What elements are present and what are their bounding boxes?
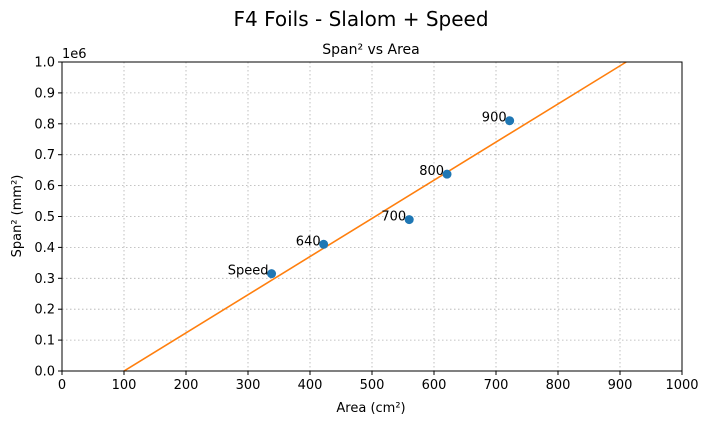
y-tick-label: 0.7	[34, 148, 55, 163]
data-points-layer	[267, 116, 515, 279]
x-tick-label: 700	[484, 378, 509, 393]
grid	[61, 61, 683, 372]
x-tick-label: 400	[298, 378, 323, 393]
x-tick-label: 800	[546, 378, 571, 393]
y-tick-label: 1.0	[34, 56, 55, 71]
x-axis-label: Area (cm²)	[336, 401, 405, 416]
y-tick-label: 0.2	[34, 303, 55, 318]
y-tick-label: 0.6	[34, 179, 55, 194]
point-label: 800	[419, 164, 444, 179]
y-offset-text: 1e6	[62, 47, 87, 62]
trend-line-layer	[123, 61, 627, 372]
x-tick-label: 200	[174, 378, 199, 393]
trend-line	[123, 61, 627, 372]
y-tick-label: 0.5	[34, 210, 55, 225]
y-tick-label: 0.0	[34, 365, 55, 380]
point-label: 900	[482, 111, 507, 126]
y-axis-ticks: 0.0 0.1 0.2 0.3 0.4 0.5 0.6 0.7 0.8 0.9 1.0	[34, 56, 62, 380]
x-tick-label: 0	[58, 378, 66, 393]
x-tick-label: 900	[608, 378, 633, 393]
point-label: Speed	[228, 264, 269, 279]
point-labels-layer: Speed 640 700 800 900	[228, 111, 507, 279]
data-point	[319, 239, 329, 249]
data-point	[505, 116, 515, 126]
y-tick-label: 0.1	[34, 334, 55, 349]
point-label: 640	[296, 234, 321, 249]
x-tick-label: 500	[360, 378, 385, 393]
x-tick-label: 100	[112, 378, 137, 393]
point-label: 700	[381, 210, 406, 225]
y-tick-label: 0.3	[34, 272, 55, 287]
x-tick-label: 300	[236, 378, 261, 393]
y-tick-label: 0.4	[34, 241, 55, 256]
figure-suptitle: F4 Foils - Slalom + Speed	[233, 7, 488, 31]
x-axis-ticks: 0 100 200 300 400 500 600 700 800 900 1000	[58, 371, 699, 393]
data-point	[267, 269, 277, 279]
data-point	[442, 169, 452, 179]
y-tick-label: 0.9	[34, 86, 55, 101]
x-tick-label: 600	[422, 378, 447, 393]
data-point	[404, 215, 414, 225]
x-tick-label: 1000	[665, 378, 698, 393]
chart-title: Span² vs Area	[322, 42, 420, 58]
y-tick-label: 0.8	[34, 117, 55, 132]
y-axis-label: Span² (mm²)	[10, 175, 25, 258]
